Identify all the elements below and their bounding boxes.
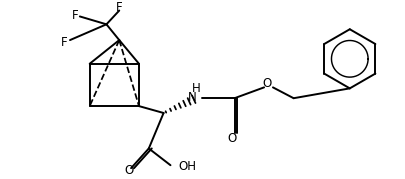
Text: O: O xyxy=(227,132,236,145)
Text: O: O xyxy=(124,164,134,177)
Text: O: O xyxy=(262,77,272,90)
Text: F: F xyxy=(116,1,123,14)
Text: F: F xyxy=(61,36,67,49)
Text: F: F xyxy=(72,9,78,22)
Text: OH: OH xyxy=(178,160,196,173)
Text: N: N xyxy=(188,91,196,104)
Text: H: H xyxy=(192,82,200,95)
